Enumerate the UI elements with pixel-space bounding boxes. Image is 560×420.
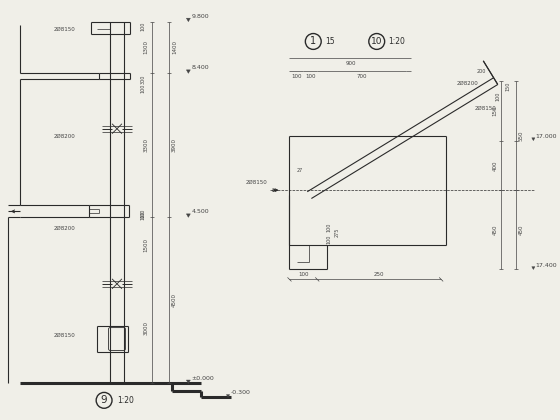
Text: 1400: 1400 [172, 40, 177, 55]
Polygon shape [186, 18, 190, 22]
Text: 9.800: 9.800 [192, 14, 209, 18]
Text: 2Ø8200: 2Ø8200 [54, 226, 76, 231]
Text: 1:20: 1:20 [117, 396, 134, 405]
Text: 100: 100 [298, 272, 309, 277]
Text: 2Ø8150: 2Ø8150 [54, 26, 76, 32]
Text: 275: 275 [334, 228, 339, 237]
Text: 900: 900 [345, 61, 356, 66]
Polygon shape [532, 267, 535, 270]
Text: 1500: 1500 [143, 238, 148, 252]
Text: 1: 1 [310, 37, 316, 47]
Text: 700: 700 [357, 74, 367, 79]
Text: 17.000: 17.000 [535, 134, 557, 139]
Text: 100: 100 [140, 22, 145, 31]
Polygon shape [532, 138, 535, 141]
Text: 100: 100 [305, 74, 315, 79]
Text: 100: 100 [140, 209, 145, 218]
Text: 250: 250 [374, 272, 385, 277]
Text: 100: 100 [291, 74, 302, 79]
Text: 9: 9 [101, 395, 108, 405]
Text: 2Ø8200: 2Ø8200 [457, 81, 479, 86]
Text: 100: 100 [326, 235, 332, 244]
Text: 400: 400 [492, 160, 497, 171]
Text: 1:20: 1:20 [389, 37, 405, 46]
Text: 450: 450 [492, 225, 497, 235]
Text: ±0.000: ±0.000 [192, 375, 214, 381]
Text: 100: 100 [495, 91, 500, 101]
Text: 200: 200 [476, 69, 486, 74]
Text: 8.400: 8.400 [192, 66, 209, 71]
Text: 4.500: 4.500 [192, 209, 209, 214]
Text: 2Ø8150: 2Ø8150 [475, 106, 497, 111]
Polygon shape [186, 70, 190, 73]
Text: 1300: 1300 [143, 40, 148, 55]
Polygon shape [186, 380, 190, 383]
Text: 10: 10 [371, 37, 382, 46]
Text: 17.400: 17.400 [535, 262, 557, 268]
Text: 3300: 3300 [143, 138, 148, 152]
Text: 3900: 3900 [172, 138, 177, 152]
Text: 150: 150 [492, 105, 497, 116]
Text: 3000: 3000 [143, 321, 148, 335]
Text: 4500: 4500 [172, 294, 177, 307]
Text: 100: 100 [140, 211, 145, 220]
Text: -0.300: -0.300 [231, 390, 251, 395]
Text: 300: 300 [140, 74, 145, 84]
Text: 100: 100 [140, 84, 145, 93]
Text: 2Ø8150: 2Ø8150 [246, 180, 268, 185]
Text: 15: 15 [325, 37, 335, 46]
Text: 450: 450 [519, 225, 524, 235]
Text: 2Ø8200: 2Ø8200 [54, 134, 76, 139]
Text: 2Ø8150: 2Ø8150 [54, 333, 76, 338]
Polygon shape [186, 214, 190, 217]
Text: 150: 150 [505, 81, 510, 91]
Text: 550: 550 [519, 130, 524, 141]
Text: 100: 100 [326, 222, 332, 231]
Text: 27: 27 [296, 168, 302, 173]
Polygon shape [226, 395, 230, 397]
